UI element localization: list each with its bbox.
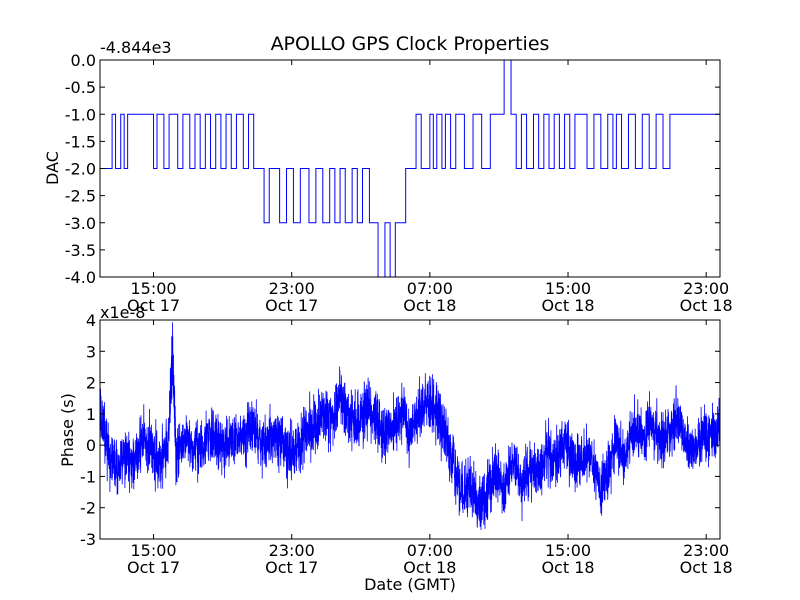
phase-offset-label: x1e-8 — [100, 303, 145, 322]
x-tick-time: 23:00 — [269, 279, 315, 298]
y-tick-label: -1.5 — [65, 132, 96, 151]
dac-panel: 0.0 -0.5 -1.0 -1.5 -2.0 -2.5 -3.0 -3.5 -4.0 15:0… — [43, 38, 733, 315]
phase-x-axis-label: Date (GMT) — [364, 575, 456, 594]
dac-y-ticks: 0.0 -0.5 -1.0 -1.5 -2.0 -2.5 -3.0 -3.5 -4.0 — [65, 51, 720, 287]
x-tick-time: 07:00 — [407, 541, 453, 560]
y-tick-label: -3 — [80, 530, 96, 549]
x-tick-time: 15:00 — [130, 279, 176, 298]
y-tick-label: -2.0 — [65, 160, 96, 179]
y-tick-label: -2 — [80, 499, 96, 518]
y-tick-label: -3.0 — [65, 214, 96, 233]
y-tick-label: -3.5 — [65, 241, 96, 260]
y-tick-label: 1 — [86, 405, 96, 424]
x-tick-time: 07:00 — [407, 279, 453, 298]
x-tick-time: 15:00 — [545, 541, 591, 560]
chart-title: APOLLO GPS Clock Properties — [271, 33, 550, 55]
x-tick-time: 23:00 — [683, 541, 729, 560]
series-line — [100, 322, 720, 530]
x-tick-date: Oct 18 — [541, 558, 594, 577]
x-tick-date: Oct 17 — [265, 558, 318, 577]
phase-plot-frame — [99, 319, 721, 540]
y-tick-label: -1 — [80, 467, 96, 486]
y-tick-label: 3 — [86, 342, 96, 361]
x-tick-date: Oct 18 — [680, 296, 733, 315]
phase-y-axis-label: Phase (s) — [58, 393, 77, 467]
y-tick-label: 0 — [86, 436, 96, 455]
phase-series — [100, 322, 720, 530]
x-tick-time: 23:00 — [683, 279, 729, 298]
series-group — [100, 60, 720, 277]
y-tick-label: -0.5 — [65, 78, 96, 97]
y-tick-label: -2.5 — [65, 187, 96, 206]
x-tick-date: Oct 18 — [403, 296, 456, 315]
y-tick-label: -1.0 — [65, 105, 96, 124]
series-group — [100, 322, 720, 530]
x-tick-date: Oct 17 — [265, 296, 318, 315]
x-tick-date: Oct 18 — [403, 558, 456, 577]
x-tick-time: 23:00 — [269, 541, 315, 560]
y-tick-label: 0.0 — [71, 51, 96, 70]
x-tick-date: Oct 18 — [541, 296, 594, 315]
series-line — [100, 60, 720, 277]
x-tick-date: Oct 17 — [127, 558, 180, 577]
dac-y-axis-label: DAC — [43, 151, 62, 185]
y-tick-label: -4.0 — [65, 268, 96, 287]
dac-series — [100, 60, 720, 277]
y-tick-label: 2 — [86, 374, 96, 393]
x-tick-date: Oct 18 — [680, 558, 733, 577]
x-tick-date: Oct 17 — [127, 296, 180, 315]
y-tick-label: 4 — [86, 311, 96, 330]
phase-y-ticks: 4 3 2 1 0 -1 -2 -3 — [80, 311, 720, 549]
x-tick-time: 15:00 — [130, 541, 176, 560]
dac-offset-label: -4.844e3 — [100, 38, 172, 57]
x-tick-time: 15:00 — [545, 279, 591, 298]
